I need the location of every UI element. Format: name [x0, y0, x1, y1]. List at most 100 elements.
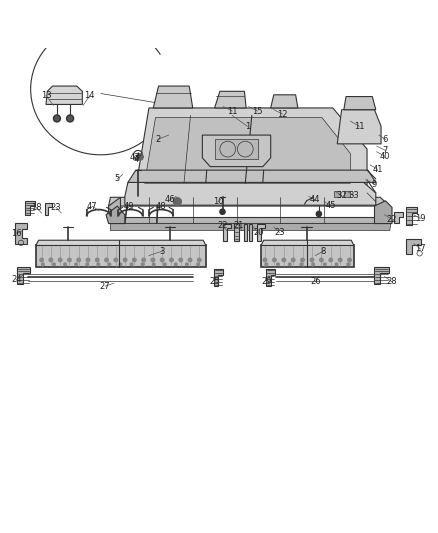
Polygon shape: [257, 223, 265, 241]
Circle shape: [49, 258, 53, 262]
Text: 33: 33: [349, 191, 359, 200]
Polygon shape: [374, 268, 389, 284]
Text: 2: 2: [155, 135, 160, 144]
Polygon shape: [223, 223, 231, 241]
Text: 32: 32: [336, 191, 347, 200]
Circle shape: [64, 263, 67, 265]
Text: 20: 20: [253, 228, 264, 237]
Polygon shape: [36, 246, 206, 266]
Polygon shape: [215, 140, 258, 159]
Circle shape: [347, 263, 350, 265]
Text: 15: 15: [252, 107, 263, 116]
Circle shape: [67, 115, 74, 122]
Circle shape: [348, 258, 351, 262]
Circle shape: [108, 263, 111, 265]
Circle shape: [174, 263, 177, 265]
Circle shape: [291, 258, 295, 262]
Circle shape: [220, 209, 225, 214]
Polygon shape: [17, 268, 30, 284]
Circle shape: [95, 258, 99, 262]
Circle shape: [142, 258, 145, 262]
Polygon shape: [202, 135, 271, 167]
Circle shape: [282, 258, 286, 262]
Text: 27: 27: [100, 282, 110, 290]
Circle shape: [40, 258, 43, 262]
Circle shape: [324, 263, 326, 265]
Text: 40: 40: [379, 151, 390, 160]
Text: 47: 47: [87, 201, 97, 211]
Polygon shape: [25, 201, 35, 215]
Circle shape: [53, 263, 55, 265]
Text: 13: 13: [41, 91, 51, 100]
Circle shape: [263, 258, 267, 262]
Text: 18: 18: [31, 203, 41, 212]
Circle shape: [68, 258, 71, 262]
Polygon shape: [110, 223, 391, 231]
Text: 9: 9: [372, 180, 377, 189]
Polygon shape: [266, 269, 275, 286]
Text: 43: 43: [130, 154, 140, 163]
Circle shape: [198, 258, 201, 262]
Circle shape: [301, 258, 304, 262]
Circle shape: [188, 258, 192, 262]
Polygon shape: [334, 191, 340, 197]
Circle shape: [272, 258, 276, 262]
Text: 11: 11: [227, 107, 237, 116]
Circle shape: [277, 263, 279, 265]
Text: 24: 24: [11, 275, 22, 284]
Text: 10: 10: [213, 197, 223, 206]
Polygon shape: [344, 96, 376, 110]
Circle shape: [86, 258, 90, 262]
Polygon shape: [394, 212, 403, 223]
Text: 48: 48: [156, 201, 166, 211]
Circle shape: [312, 263, 314, 265]
Polygon shape: [374, 201, 392, 223]
Text: 11: 11: [354, 122, 364, 131]
Polygon shape: [244, 223, 247, 241]
Text: 6: 6: [383, 135, 388, 144]
Polygon shape: [249, 223, 252, 241]
Polygon shape: [109, 217, 391, 223]
Circle shape: [137, 154, 143, 160]
Circle shape: [151, 258, 155, 262]
Text: 21: 21: [233, 221, 244, 230]
Polygon shape: [45, 203, 52, 215]
Polygon shape: [109, 197, 120, 219]
Circle shape: [114, 258, 117, 262]
Circle shape: [141, 263, 144, 265]
Text: 29: 29: [261, 277, 272, 286]
Polygon shape: [136, 108, 367, 188]
Polygon shape: [406, 207, 417, 225]
Polygon shape: [406, 239, 421, 254]
Circle shape: [186, 263, 188, 265]
Circle shape: [197, 263, 199, 265]
Circle shape: [300, 263, 303, 265]
Circle shape: [339, 258, 342, 262]
Circle shape: [119, 263, 122, 265]
Circle shape: [152, 263, 155, 265]
Text: 5: 5: [115, 174, 120, 183]
Circle shape: [58, 258, 62, 262]
Circle shape: [170, 258, 173, 262]
Circle shape: [173, 198, 181, 206]
Circle shape: [329, 258, 332, 262]
Polygon shape: [36, 240, 206, 246]
Text: 41: 41: [372, 165, 383, 174]
Polygon shape: [271, 95, 298, 108]
Text: 26: 26: [310, 277, 321, 286]
Circle shape: [53, 115, 60, 122]
Polygon shape: [145, 118, 350, 183]
Text: 12: 12: [277, 110, 288, 118]
Text: 4: 4: [133, 155, 138, 164]
Circle shape: [86, 263, 88, 265]
Circle shape: [265, 263, 268, 265]
Text: 28: 28: [387, 277, 397, 286]
Circle shape: [288, 263, 291, 265]
Text: 46: 46: [165, 196, 175, 205]
Polygon shape: [125, 182, 376, 205]
Circle shape: [160, 258, 164, 262]
Text: 7: 7: [383, 146, 388, 155]
Circle shape: [310, 258, 314, 262]
Text: 45: 45: [325, 201, 336, 209]
Polygon shape: [153, 86, 193, 108]
